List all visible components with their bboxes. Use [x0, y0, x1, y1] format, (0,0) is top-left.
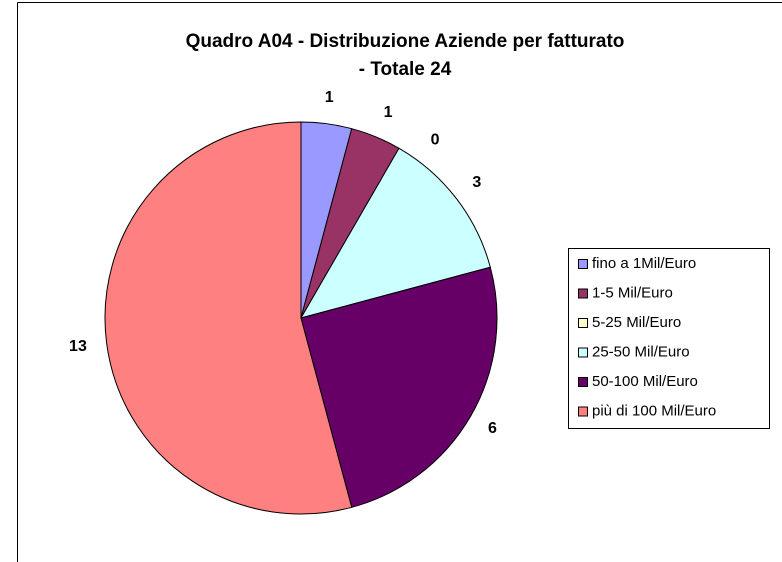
data-label: 1: [325, 89, 334, 106]
legend-label: più di 100 Mil/Euro: [592, 402, 716, 419]
legend-label: 25-50 Mil/Euro: [592, 343, 690, 360]
legend-swatch: [578, 406, 588, 417]
legend-swatch: [578, 288, 588, 299]
legend-swatch: [578, 318, 588, 328]
data-label: 3: [472, 174, 481, 191]
legend-swatch: [578, 259, 588, 269]
pie-slice: [299, 147, 491, 319]
legend-swatch: [578, 377, 588, 387]
pie-slice: [104, 121, 353, 515]
data-label: 0: [431, 132, 440, 149]
legend-swatch: [578, 347, 588, 358]
data-label: 1: [384, 104, 393, 121]
legend-label: fino a 1Mil/Euro: [592, 255, 696, 272]
legend-box: [568, 248, 770, 429]
data-label: 6: [488, 420, 497, 437]
chart-title: Quadro A04 - Distribuzione Aziende per f…: [186, 31, 625, 52]
legend-label: 1-5 Mil/Euro: [592, 284, 673, 301]
legend-label: 50-100 Mil/Euro: [592, 373, 698, 390]
data-label: 13: [69, 338, 87, 355]
pie-slice: [300, 266, 498, 508]
chart-title: - Totale 24: [359, 59, 452, 80]
legend-label: 5-25 Mil/Euro: [592, 314, 681, 331]
